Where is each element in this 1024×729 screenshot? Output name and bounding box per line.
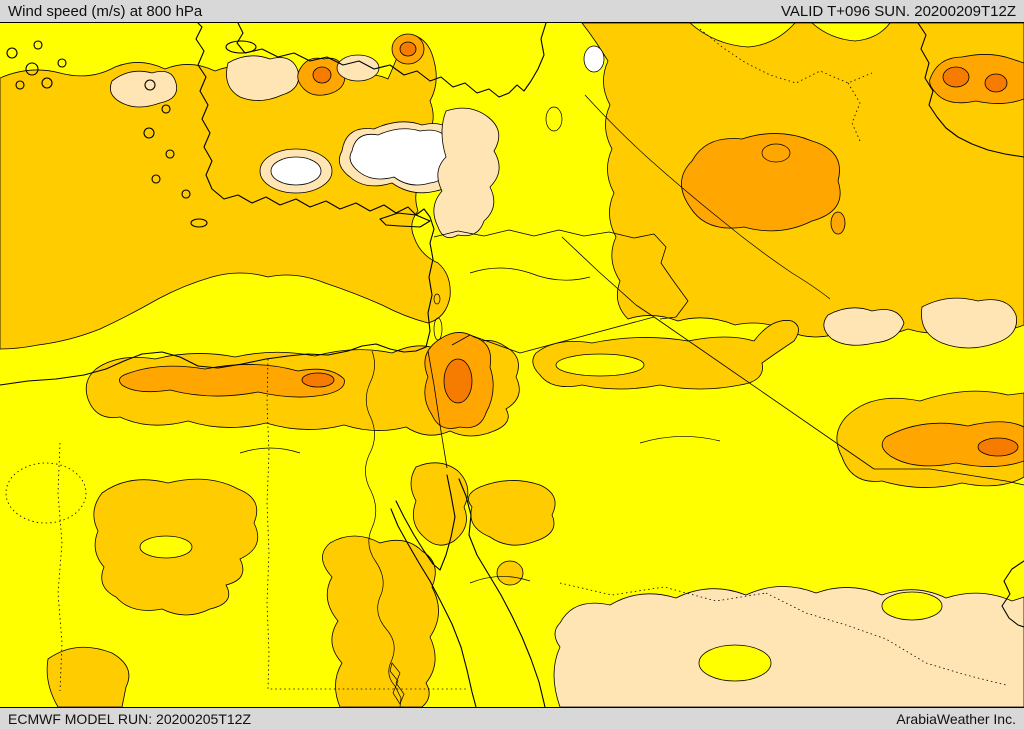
cyprus-island (379, 212, 431, 228)
lake-nasser (389, 662, 405, 705)
syria-iraq-border (561, 236, 655, 318)
stray-contours-layer (239, 267, 721, 584)
iraq-orange-core (681, 133, 841, 232)
lakes-rivers-layer (365, 94, 831, 707)
egypt-israel-border (427, 350, 448, 469)
iraq-saudi-border (653, 316, 1024, 486)
africa-levant-anatolia-coastline (0, 23, 435, 386)
egypt-libya-sudan-border (266, 358, 466, 690)
arabia-cream-region (553, 586, 1024, 707)
jordan-saudi-border (451, 316, 655, 354)
black-sea-coastline (236, 23, 547, 98)
lake-tuz (545, 106, 563, 132)
sinai-peninsula-coast (395, 474, 456, 571)
coastlines-layer (0, 23, 1024, 707)
model-run-label: ECMWF MODEL RUN: 20200205T12Z (8, 710, 251, 727)
valid-time-label: VALID T+096 SUN. 20200209T12Z (780, 2, 1016, 20)
saudi-red-sea-coast (458, 478, 546, 707)
marmara-sea (225, 40, 257, 54)
persian-gulf-coast (1001, 560, 1024, 628)
euphrates-river (584, 94, 831, 300)
attribution-label: ArabiaWeather Inc. (896, 710, 1016, 727)
turkey-syria-border (433, 229, 673, 280)
dead-sea (433, 317, 443, 341)
map-title: Wind speed (m/s) at 800 hPa (8, 2, 203, 20)
lake-van (761, 143, 791, 163)
borders-layer (5, 28, 1024, 692)
header-bar: Wind speed (m/s) at 800 hPa VALID T+096 … (0, 0, 1024, 22)
sea-of-galilee (433, 293, 441, 305)
caspian-sea-coast (917, 23, 1024, 158)
wind-speed-map-svg (0, 23, 1024, 707)
wind-speed-map (0, 22, 1024, 708)
footer-bar: ECMWF MODEL RUN: 20200205T12Z ArabiaWeat… (0, 708, 1024, 729)
nile-river (365, 350, 402, 707)
iraq-iran-border (659, 278, 689, 320)
egypt-red-sea-coast (390, 508, 477, 707)
